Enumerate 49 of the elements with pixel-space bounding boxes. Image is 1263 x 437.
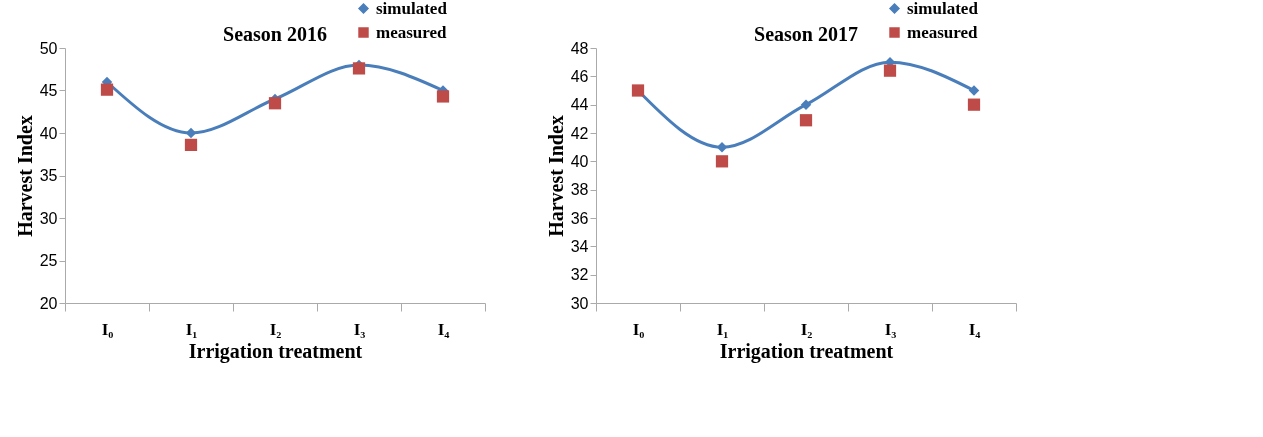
y-axis-title: Harvest Index [13,115,36,237]
y-tick-label: 46 [570,67,589,85]
x-tick-label: I₃ [884,319,897,339]
y-tick-label: 38 [570,181,589,199]
y-tick-label: 48 [570,39,589,57]
y-tick-label: 25 [39,252,58,269]
legend-label: simulated [376,0,448,18]
point [268,97,282,110]
x-tick-label: I₄ [437,319,450,339]
y-tick-label: 36 [570,209,589,227]
legend-label: measured [907,22,979,42]
point [100,83,114,96]
y-tick-label: 42 [570,124,589,142]
point [968,85,980,96]
y-tick-label: 45 [39,82,58,99]
y-tick-label: 40 [39,124,58,142]
point [352,62,366,75]
point [967,98,981,111]
y-tick-label: 20 [39,294,58,312]
x-tick-label: I₃ [353,319,366,339]
y-tick-label: 35 [39,167,58,184]
legend-label: measured [376,22,448,42]
x-axis-title: Irrigation treatment [188,339,363,363]
y-tick-label: 50 [39,39,58,57]
y-axis-title: Harvest Index [544,115,567,237]
x-tick-label: I₂ [269,319,282,339]
legend-label: simulated [907,0,979,18]
point [799,114,813,127]
y-tick-label: 44 [570,96,589,114]
point [184,138,198,152]
y-tick-label: 34 [570,237,589,255]
x-tick-label: I₀ [101,319,114,339]
point [436,90,450,103]
x-axis-title: Irrigation treatment [719,339,894,363]
y-tick-label: 32 [570,266,589,284]
point [715,155,729,168]
x-tick-label: I₁ [716,319,729,339]
point [883,64,897,77]
y-tick-label: 30 [570,294,589,312]
x-tick-label: I₄ [968,319,981,339]
y-tick-label: 30 [39,209,58,227]
point [800,99,812,110]
y-tick-label: 40 [570,152,589,170]
point [716,141,728,153]
x-tick-label: I₂ [800,319,813,339]
x-tick-label: I₀ [632,319,645,339]
x-tick-label: I₁ [185,319,198,339]
chart-title: Season 2016 [223,23,327,45]
chart-title: Season 2017 [754,23,858,45]
